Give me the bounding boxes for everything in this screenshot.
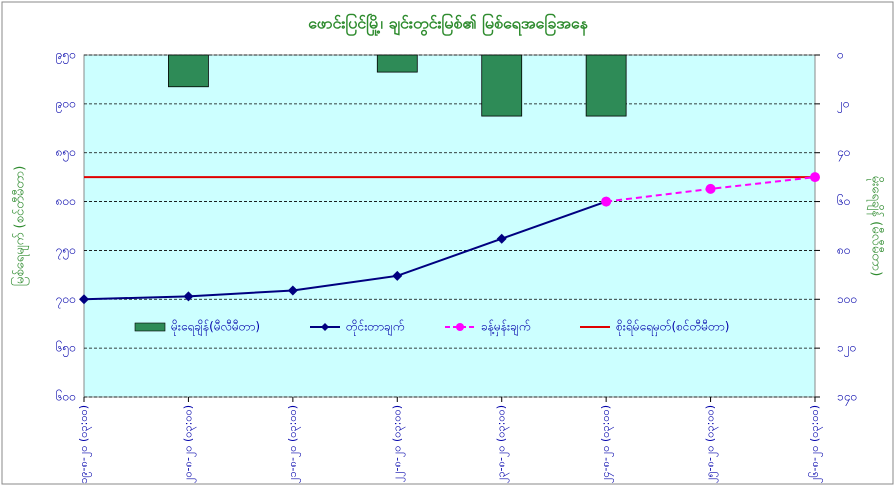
y-tick-label: ၉၀၀ (56, 96, 76, 113)
point (496, 233, 507, 244)
y-tick-label: ၇၀၀ (56, 292, 76, 309)
bar (376, 54, 418, 73)
y2-tick-label: ၂၀ (837, 96, 850, 113)
legend-label: တိုင်းတာချက် (346, 319, 404, 337)
x-tick-label: ၂၄-၈-၂၀ (၀၃:၀၀) (599, 405, 614, 483)
point (79, 294, 89, 305)
bar (585, 54, 627, 117)
x-tick-label: ၂၃-၈-၂၀ (၀၃:၀၀) (495, 405, 510, 483)
y-tick-label: ၈၅၀ (56, 145, 76, 162)
legend-marker (321, 323, 329, 331)
y2-tick-label: ၀ (837, 48, 844, 62)
y-tick-label: ၇၅၀ (56, 243, 76, 260)
legend-label: မိုးရေချိန်(မီလီမီတာ) (171, 319, 260, 337)
y-tick-label: ၆၀၀ (56, 389, 76, 404)
legend-label: ခန့်မှန်းချက် (481, 319, 530, 337)
y2-tick-label: ၁၀၀ (837, 292, 857, 306)
y2-tick-label: ၁၄၀ (837, 390, 857, 407)
point (183, 291, 194, 302)
point (287, 285, 298, 296)
y2-tick-label: ၁၂၀ (837, 341, 856, 358)
point (705, 183, 716, 194)
point (601, 196, 612, 207)
y2-tick-label: ၈၀ (837, 243, 851, 257)
legend-swatch (134, 322, 166, 332)
x-tick-label: ၂၂-၈-၂၀ (၀၃:၀၀) (390, 405, 405, 482)
x-tick-label: ၂၀-၈-၂၀ (၀၃:၀၀) (181, 405, 196, 483)
y2-axis-title: မိုးရေချိန် (မီလီမီတာ) (867, 176, 885, 277)
y-tick-label: ၈၀၀ (56, 194, 76, 208)
bar (168, 54, 209, 88)
x-tick-label: ၁၉-၈-၂၀ (၀၃:၀၀) (77, 405, 92, 484)
x-tick-label: ၂၆-၈-၂၀ (၀၃:၀၀) (808, 405, 823, 483)
line (83, 200, 607, 301)
x-tick-label: ၂၅-၈-၂၀ (၀၃:၀၀) (704, 405, 719, 483)
plot-area (83, 54, 816, 398)
point (810, 172, 820, 183)
y2-tick-label: ၆၀ (837, 193, 851, 208)
y-tick-label: ၆၅၀ (56, 340, 76, 358)
legend-label: စိုးရိမ်ရေမှတ်(စင်တီမီတာ) (616, 319, 729, 337)
y2-tick-label: ၄၀ (837, 145, 851, 162)
bar (481, 54, 523, 117)
x-tick-label: ၂၁-၈-၂၀ (၀၃:၀၀) (286, 405, 301, 483)
legend-marker (456, 323, 464, 331)
y-axis-title: မြစ်ရေမျက် (စင်တီမီတာ) (11, 166, 30, 287)
y-tick-label: ၉၅၀ (56, 48, 76, 65)
point (392, 270, 403, 281)
